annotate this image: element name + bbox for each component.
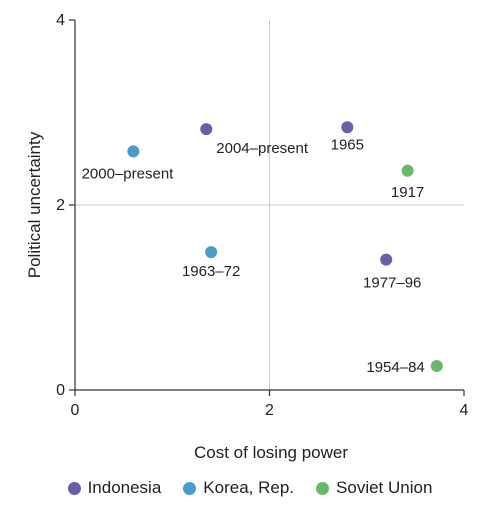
point-label-indonesia: 2004–present <box>216 140 309 157</box>
x-tick-label: 0 <box>71 402 80 419</box>
point-label-indonesia: 1977–96 <box>363 275 421 292</box>
y-axis-title: Political uncertainty <box>25 131 44 278</box>
legend-item-indonesia: Indonesia <box>67 478 162 498</box>
x-tick-label: 2 <box>265 402 274 419</box>
reference-lines <box>75 20 464 390</box>
legend-swatch-soviet-union <box>316 481 330 495</box>
legend-label-korea: Korea, Rep. <box>203 478 295 497</box>
point-korea-rep <box>205 246 218 259</box>
tick-labels: 0 2 4 0 2 4 <box>56 12 468 419</box>
point-label-korea-rep: 1963–72 <box>182 263 240 280</box>
legend-label-indonesia: Indonesia <box>87 478 162 497</box>
y-tick-label: 0 <box>56 382 65 399</box>
x-tick-label: 4 <box>460 402 469 419</box>
legend-item-soviet-union: Soviet Union <box>316 478 432 498</box>
legend-label-soviet-union: Soviet Union <box>336 478 433 497</box>
y-tick-label: 2 <box>56 197 65 214</box>
x-axis-title: Cost of losing power <box>194 443 348 462</box>
legend: Indonesia Korea, Rep. Soviet Union <box>0 478 500 498</box>
y-tick-label: 4 <box>56 12 65 29</box>
point-soviet-union <box>430 359 443 372</box>
point-indonesia <box>200 123 213 136</box>
point-label-soviet-union: 1917 <box>391 184 424 201</box>
legend-item-korea: Korea, Rep. <box>183 478 294 498</box>
point-soviet-union <box>401 164 414 177</box>
point-indonesia <box>380 253 393 266</box>
scatter-chart: 0 2 4 0 2 4 2004–present 1965 1977–96 2000–prese… <box>25 12 469 462</box>
point-label-korea-rep: 2000–present <box>82 165 175 182</box>
point-label-soviet-union: 1954–84 <box>366 359 424 376</box>
legend-swatch-indonesia <box>67 481 81 495</box>
point-label-indonesia: 1965 <box>331 136 364 153</box>
point-indonesia <box>341 121 354 134</box>
data-points <box>127 121 443 372</box>
point-labels: 2004–present 1965 1977–96 2000–present 1963–… <box>82 136 425 376</box>
point-korea-rep <box>127 145 140 158</box>
legend-swatch-korea <box>183 481 197 495</box>
